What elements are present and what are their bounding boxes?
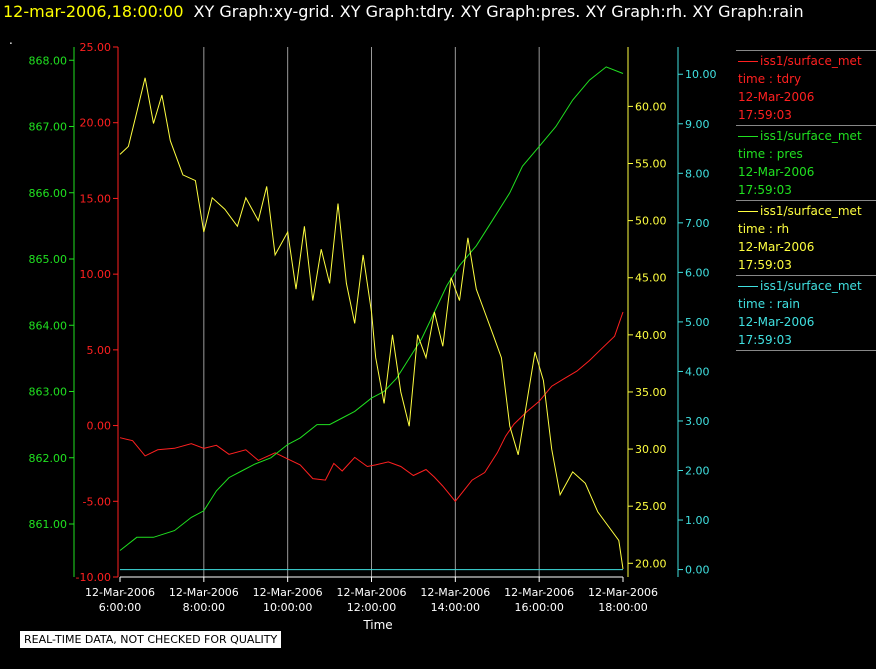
legend-field: time : tdry	[738, 72, 802, 86]
legend-source: iss1/surface_met	[738, 277, 876, 295]
legend-source-name: iss1/surface_met	[760, 204, 862, 218]
legend-date: 12-Mar-2006	[738, 90, 815, 104]
legend-time: 17:59:03	[738, 258, 792, 272]
y-tick-label: 6.00	[685, 266, 710, 279]
legend-time: 17:59:03	[738, 183, 792, 197]
x-tick-date: 12-Mar-2006	[420, 586, 490, 599]
y-tick-label: 60.00	[635, 100, 667, 113]
legend-date: 12-Mar-2006	[738, 315, 815, 329]
y-tick-label: 30.00	[635, 443, 667, 456]
y-tick-label: 867.00	[29, 121, 68, 134]
y-tick-label: 4.00	[685, 365, 710, 378]
x-axis-label: Time	[362, 618, 392, 632]
y-tick-label: 55.00	[635, 158, 667, 171]
x-tick-time: 18:00:00	[598, 601, 647, 614]
y-tick-label: 25.00	[80, 41, 112, 54]
series-line-rh	[119, 77, 624, 570]
y-tick-label: 0.00	[87, 420, 112, 433]
legend-source-name: iss1/surface_met	[760, 54, 862, 68]
y-tick-label: 10.00	[80, 268, 112, 281]
x-tick-time: 10:00:00	[263, 601, 312, 614]
y-tick-label: 5.00	[87, 344, 112, 357]
y-tick-label: 10.00	[685, 68, 717, 81]
x-tick-time: 6:00:00	[99, 601, 141, 614]
series-line-tdry	[119, 311, 624, 503]
legend-field: time : rain	[738, 297, 801, 311]
y-axes: -10.00 -5.00 0.00 5.00 10.00 15.00 20.00 25.00 8…	[29, 41, 717, 584]
y-axis-rain: 0.00 1.00 2.00 3.00 4.00 5.00 6.00 7.00 8.00 9.00…	[677, 47, 717, 577]
x-tick-date: 12-Mar-2006	[169, 586, 239, 599]
y-tick-label: 863.00	[29, 386, 68, 399]
y-tick-label: 25.00	[635, 500, 667, 513]
y-tick-label: 8.00	[685, 167, 710, 180]
y-tick-label: 45.00	[635, 272, 667, 285]
x-tick-time: 8:00:00	[183, 601, 225, 614]
legend-source: iss1/surface_met	[738, 202, 876, 220]
legend-swatch	[738, 211, 758, 212]
y-tick-label: 3.00	[685, 415, 710, 428]
legend-date: 12-Mar-2006	[738, 240, 815, 254]
y-tick-label: 5.00	[685, 316, 710, 329]
x-tick-time: 16:00:00	[514, 601, 563, 614]
y-tick-label: -10.00	[76, 571, 111, 584]
y-tick-label: 40.00	[635, 329, 667, 342]
x-tick-date: 12-Mar-2006	[253, 586, 323, 599]
x-axis: 12-Mar-2006 6:00:00 12-Mar-2006 8:00:00 12-M…	[85, 576, 658, 614]
x-tick-time: 14:00:00	[431, 601, 480, 614]
legend-field: time : pres	[738, 147, 803, 161]
y-tick-label: 0.00	[685, 564, 710, 577]
y-tick-label: 866.00	[29, 187, 68, 200]
header-bar: 12-mar-2006,18:00:00 XY Graph:xy-grid. XY…	[3, 2, 804, 21]
y-axis-rh: 20.00 25.00 30.00 35.00 40.00 45.00 50.00 55.00…	[627, 47, 667, 577]
y-tick-label: 865.00	[29, 253, 68, 266]
y-tick-label: 864.00	[29, 319, 68, 332]
y-tick-label: 861.00	[29, 518, 68, 531]
header-graph-titles: XY Graph:xy-grid. XY Graph:tdry. XY Grap…	[193, 2, 804, 21]
legend-source: iss1/surface_met	[738, 127, 876, 145]
x-tick-date: 12-Mar-2006	[337, 586, 407, 599]
x-tick-date: 12-Mar-2006	[504, 586, 574, 599]
y-tick-label: 1.00	[685, 514, 710, 527]
y-axis-pres: 861.00 862.00 863.00 864.00 865.00 866.00 867.…	[29, 47, 75, 577]
y-tick-label: 50.00	[635, 215, 667, 228]
y-tick-label: 20.00	[635, 557, 667, 570]
y-tick-label: 868.00	[29, 54, 68, 67]
series-lines	[119, 66, 624, 571]
x-tick-time: 12:00:00	[347, 601, 396, 614]
legend-swatch	[738, 136, 758, 137]
x-tick-date: 12-Mar-2006	[588, 586, 658, 599]
header-timestamp: 12-mar-2006,18:00:00	[3, 2, 184, 21]
legend-swatch	[738, 61, 758, 62]
y-tick-label: 2.00	[685, 465, 710, 478]
y-tick-label: -5.00	[83, 495, 111, 508]
legend-source: iss1/surface_met	[738, 52, 876, 70]
legend-swatch	[738, 286, 758, 287]
y-axis-tdry: -10.00 -5.00 0.00 5.00 10.00 15.00 20.00 25.00	[76, 41, 119, 584]
legend-source-name: iss1/surface_met	[760, 279, 862, 293]
y-tick-label: 20.00	[80, 117, 112, 130]
legend: iss1/surface_met time : tdry 12-Mar-2006 17…	[736, 50, 876, 351]
series-line-pres	[119, 66, 624, 551]
header-dot: .	[9, 33, 13, 47]
legend-source-name: iss1/surface_met	[760, 129, 862, 143]
y-tick-label: 862.00	[29, 452, 68, 465]
legend-date: 12-Mar-2006	[738, 165, 815, 179]
x-tick-date: 12-Mar-2006	[85, 586, 155, 599]
legend-time: 17:59:03	[738, 108, 792, 122]
legend-time: 17:59:03	[738, 333, 792, 347]
y-tick-label: 15.00	[80, 192, 112, 205]
y-tick-label: 35.00	[635, 386, 667, 399]
y-tick-label: 9.00	[685, 118, 710, 131]
quality-notice: REAL-TIME DATA, NOT CHECKED FOR QUALITY	[20, 631, 282, 648]
legend-field: time : rh	[738, 222, 790, 236]
y-tick-label: 7.00	[685, 217, 710, 230]
